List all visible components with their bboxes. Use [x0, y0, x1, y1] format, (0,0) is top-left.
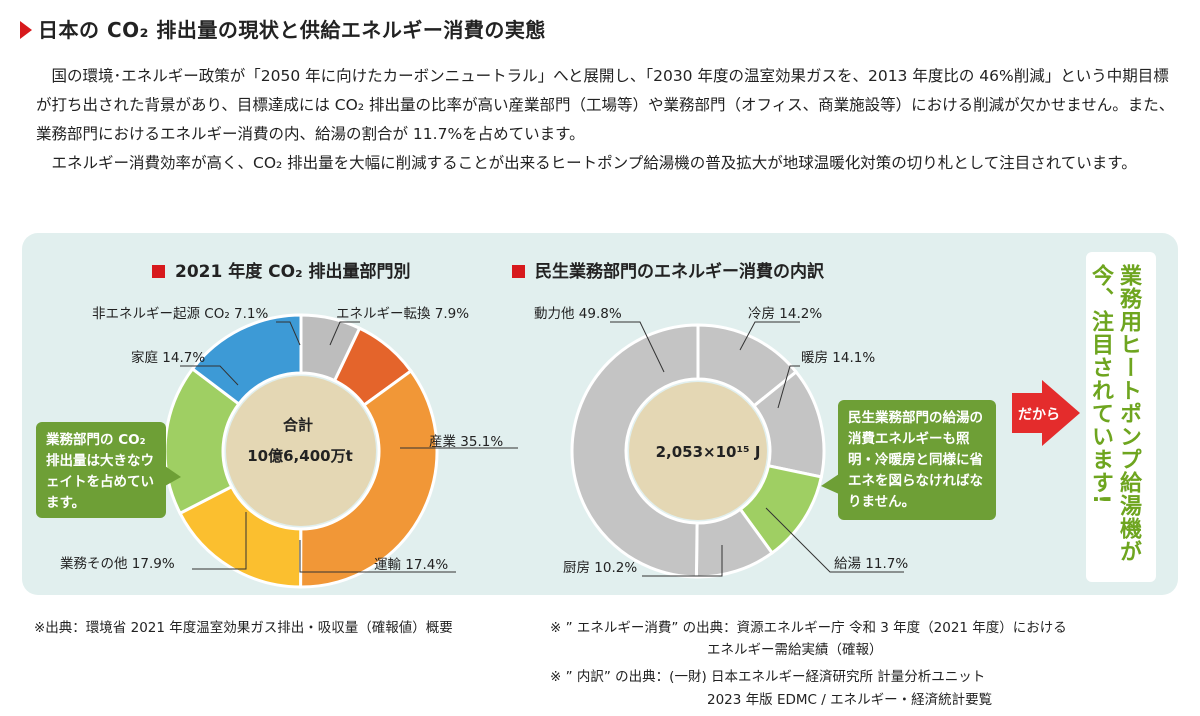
red-square-icon: [152, 265, 165, 278]
page-title-text: 日本の CO₂ 排出量の現状と供給エネルギー消費の実態: [38, 18, 546, 42]
leader-transport: [299, 540, 456, 573]
triangle-marker-icon: [20, 21, 32, 39]
center-disc: [226, 376, 376, 526]
label-hotwater: 給湯 11.7%: [834, 556, 909, 572]
chart1-center-value: 10億6,400万t: [247, 447, 353, 465]
note-pointer-left: [165, 466, 181, 486]
label-cooling: 冷房 14.2%: [748, 306, 823, 322]
arrow-right-icon: [1012, 380, 1080, 446]
slice-household: [190, 313, 303, 407]
footnote-right-1b: エネルギー需給実績（確報）: [707, 642, 883, 658]
label-transport: 運輸 17.4%: [374, 557, 449, 573]
center-disc: [629, 382, 767, 520]
chart1-title: 2021 年度 CO₂ 排出量部門別: [152, 257, 410, 282]
label-energy-conversion: エネルギー転換 7.9%: [336, 306, 470, 322]
leader-household: [180, 365, 239, 386]
chart1-center-label: 合計: [282, 416, 313, 434]
paragraph-1: 国の環境･エネルギー政策が「2050 年に向けたカーボンニュートラル」へと展開し…: [36, 67, 1175, 143]
chart2-title: 民生業務部門のエネルギー消費の内訳: [512, 257, 824, 282]
footnote-right-2: ※ ” 内訳” の出典：(一財) 日本エネルギー経済研究所 計量分析ユニット: [550, 669, 986, 685]
leader-hotwater: [765, 507, 904, 573]
label-household: 家庭 14.7%: [131, 350, 206, 366]
label-leader-lines: [180, 321, 904, 577]
label-non-energy: 非エネルギー起源 CO₂ 7.1%: [92, 306, 269, 322]
label-kitchen: 厨房 10.2%: [563, 560, 638, 576]
slice-industry: [299, 368, 439, 589]
leader-kitchen: [642, 545, 723, 577]
donut-chart-energy: [570, 323, 826, 579]
donut-chart-co2: [163, 313, 439, 589]
note-hot-water: 民生業務部門の給湯の消費エネルギーも照明・冷暖房と同様に省エネを図らなければなり…: [838, 400, 996, 520]
slice-power-other: [570, 323, 700, 579]
label-power: 動力他 49.8%: [534, 306, 622, 322]
page-title: 日本の CO₂ 排出量の現状と供給エネルギー消費の実態: [20, 14, 546, 43]
note-commercial: 業務部門の CO₂ 排出量は大きなウェイトを占めています。: [36, 422, 166, 518]
paragraph-2: エネルギー消費効率が高く、CO₂ 排出量を大幅に削減することが出来るヒートポンプ…: [51, 154, 1137, 172]
label-commercial: 業務その他 17.9%: [60, 556, 175, 572]
leader-power: [610, 321, 665, 373]
label-heating: 暖房 14.1%: [801, 350, 876, 366]
vertical-callout-line-1: 業務用ヒートポンプ給湯機が: [1116, 264, 1141, 563]
chart1-title-text: 2021 年度 CO₂ 排出量部門別: [175, 262, 411, 282]
vertical-callout-line-2: 今、注目されています!: [1088, 264, 1113, 506]
red-square-icon: [512, 265, 525, 278]
footnote-right-2b: 2023 年版 EDMC / エネルギー・経済統計要覧: [707, 692, 993, 708]
footnote-left: ※出典：環境省 2021 年度温室効果ガス排出・吸収量（確報値）概要: [34, 620, 453, 636]
chart2-title-text: 民生業務部門のエネルギー消費の内訳: [535, 262, 824, 282]
leader-commercial: [192, 512, 247, 570]
arrow-label: だから: [1018, 407, 1060, 423]
leader-heating: [777, 365, 800, 409]
leader-non-energy: [276, 321, 301, 346]
footnote-right-1: ※ ” エネルギー消費” の出典：資源エネルギー庁 令和 3 年度（2021 年…: [550, 620, 1067, 636]
leader-cooling: [739, 321, 800, 351]
note-pointer-right: [821, 474, 839, 494]
label-industry: 産業 35.1%: [429, 434, 504, 450]
vertical-callout: 業務用ヒートポンプ給湯機が 今、注目されています!: [1086, 252, 1156, 582]
leader-energy-conversion: [329, 321, 360, 346]
chart2-center-value: 2,053×10¹⁵ J: [655, 443, 761, 461]
intro-text: 国の環境･エネルギー政策が「2050 年に向けたカーボンニュートラル」へと展開し…: [36, 62, 1176, 178]
